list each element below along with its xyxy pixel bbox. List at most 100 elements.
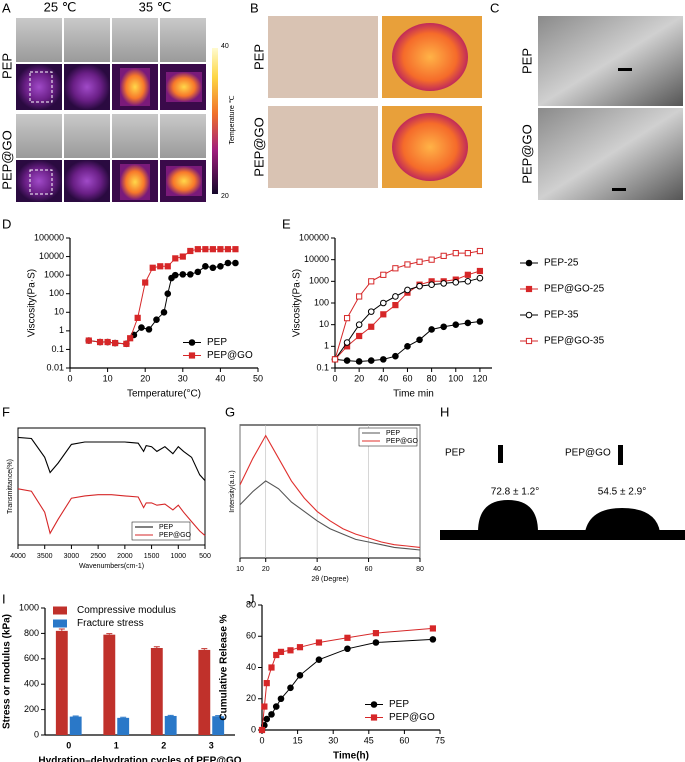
bar — [69, 716, 82, 735]
error-bar — [72, 715, 79, 717]
marker — [232, 259, 239, 267]
y-axis-label: Viscosity(Pa·S) — [292, 269, 303, 337]
marker — [268, 664, 275, 671]
legend-marker — [525, 259, 533, 267]
marker — [380, 299, 387, 307]
x-tick-label: 0 — [66, 740, 71, 750]
marker — [171, 271, 179, 279]
contact-angle: 72.8 ± 1.2° — [491, 487, 539, 498]
marker — [356, 293, 363, 300]
y-tick-label: 600 — [24, 653, 39, 663]
marker — [187, 271, 194, 278]
x-tick-label: 50 — [253, 373, 263, 383]
chart: F 4000 3500 3000 2500 2000 1500 1000 500 Wavenumb… — [2, 404, 211, 569]
y-axis-label: Transmittance(%) — [7, 459, 14, 514]
marker — [367, 357, 375, 364]
marker — [112, 339, 119, 347]
x-tick-label: 100 — [448, 373, 463, 383]
column-label: 25 ℃ — [44, 0, 77, 14]
chart: G 10 20 40 60 80 2θ (Degree) Intensity(a.u.) PEP… — [225, 404, 424, 582]
bar — [55, 630, 68, 735]
y-tick-label: 40 — [246, 662, 256, 672]
x-axis-label: Time min — [393, 389, 434, 400]
colorbar-title: Temperature ℃ — [229, 95, 236, 144]
series-line — [17, 488, 206, 537]
x-tick-label: 2000 — [117, 553, 133, 560]
panel-label: I — [2, 591, 6, 606]
marker — [258, 726, 266, 734]
marker — [380, 271, 387, 278]
marker — [367, 308, 375, 315]
marker — [194, 246, 201, 253]
row-label: PEP@GO — [251, 117, 266, 176]
x-tick-label: 75 — [435, 735, 445, 745]
y-tick-label: 1000 — [19, 602, 39, 612]
legend-marker — [525, 311, 533, 319]
y-tick-label: 0.1 — [51, 344, 64, 354]
photo — [16, 114, 62, 158]
y-tick-label: 0.1 — [316, 362, 329, 372]
marker — [355, 321, 363, 328]
marker — [277, 695, 285, 703]
marker — [261, 703, 268, 710]
marker — [372, 630, 380, 637]
thermal-image — [64, 160, 110, 202]
marker — [224, 246, 232, 253]
marker — [296, 672, 304, 679]
sample-label: PEP — [445, 448, 465, 459]
series-line — [261, 627, 433, 731]
x-tick-label: 500 — [199, 553, 211, 560]
marker — [315, 656, 323, 663]
y-tick-label: 60 — [246, 631, 256, 641]
y-tick-label: 800 — [24, 628, 39, 638]
x-tick-label: 80 — [416, 566, 424, 573]
x-tick-label: 60 — [365, 566, 373, 573]
marker — [464, 278, 472, 285]
x-tick-label: 1500 — [144, 553, 160, 560]
marker — [464, 319, 472, 327]
legend-label: PEP@GO — [207, 350, 253, 361]
marker — [440, 280, 447, 287]
marker — [96, 338, 104, 346]
photo — [64, 18, 110, 62]
bar — [150, 648, 163, 735]
sem-image — [538, 108, 683, 200]
marker — [344, 634, 351, 641]
marker — [429, 636, 437, 643]
panel-label: B — [250, 0, 259, 15]
y-tick-label: 100000 — [34, 232, 64, 242]
series-line — [17, 436, 206, 481]
scale-bar — [618, 68, 632, 71]
x-tick-label: 2 — [161, 740, 166, 750]
marker — [123, 340, 130, 347]
column-label: 35 ℃ — [139, 0, 172, 14]
marker — [287, 684, 294, 692]
marker — [134, 314, 141, 321]
marker — [209, 246, 216, 253]
bar — [117, 717, 130, 735]
marker — [452, 250, 459, 257]
photo — [160, 114, 206, 158]
row-label: PEP — [519, 48, 534, 74]
y-tick-label: 1 — [324, 341, 329, 351]
marker — [452, 321, 460, 328]
marker — [157, 263, 164, 270]
marker — [464, 250, 471, 257]
legend-marker — [188, 352, 196, 359]
error-bar — [153, 646, 160, 649]
row-label: PEP — [0, 53, 14, 79]
legend-label: PEP@GO — [386, 438, 419, 445]
photo — [16, 18, 62, 62]
panel-label: D — [2, 216, 11, 231]
marker — [149, 264, 156, 271]
needle — [498, 445, 503, 463]
marker — [392, 301, 399, 309]
thermal-image — [16, 160, 62, 202]
legend-label: PEP@GO-25 — [544, 284, 605, 295]
marker — [232, 246, 239, 253]
x-tick-label: 0 — [67, 373, 72, 383]
x-axis-label: 2θ (Degree) — [311, 576, 348, 583]
marker — [85, 337, 92, 344]
